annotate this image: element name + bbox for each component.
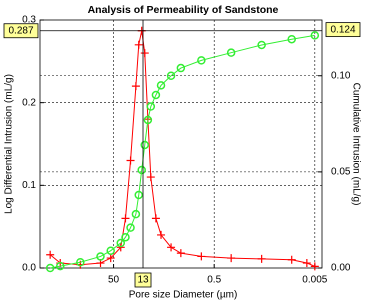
cursor-box [134, 272, 152, 288]
y-tick-label: 0.3 [22, 15, 36, 26]
marker [121, 214, 130, 223]
y-tick-label: 0.2 [22, 97, 36, 108]
marker [96, 252, 105, 261]
marker [126, 223, 135, 232]
marker [106, 254, 115, 263]
y2-tick-label: 0.00 [331, 263, 351, 274]
marker [287, 255, 296, 264]
cursor-box [3, 23, 39, 39]
x-axis-label: Pore size Diameter (µm) [129, 290, 238, 301]
cursor-y-label: 0.287 [8, 25, 33, 36]
marker [134, 190, 143, 200]
marker [131, 82, 140, 91]
marker [140, 140, 150, 150]
marker [197, 252, 206, 261]
x-tick-label: 0.5 [207, 275, 221, 286]
cursor-x-label: 13 [137, 275, 149, 286]
marker [151, 214, 160, 223]
y-tick-label: 0.0 [22, 263, 36, 274]
y2-tick-label: 0.10 [331, 70, 351, 81]
marker [143, 115, 153, 125]
marker [137, 165, 146, 175]
marker [157, 230, 166, 239]
marker [176, 63, 186, 73]
marker [116, 243, 125, 252]
marker [45, 263, 55, 273]
marker [76, 257, 85, 267]
marker [226, 48, 236, 57]
marker [134, 40, 143, 49]
marker [302, 259, 311, 268]
marker [140, 49, 149, 58]
marker [151, 90, 161, 100]
y-tick-label: 0.1 [22, 180, 36, 191]
marker [176, 249, 185, 258]
marker [156, 81, 166, 90]
marker [106, 246, 115, 255]
marker [146, 102, 156, 111]
marker [126, 156, 135, 165]
marker [55, 261, 65, 271]
marker [121, 232, 130, 242]
marker [116, 238, 126, 248]
marker [197, 56, 206, 65]
marker [310, 31, 320, 40]
chart-title: Analysis of Permeability of Sandstone [88, 4, 279, 16]
marker [227, 254, 236, 263]
y2-tick-label: 0.05 [331, 167, 351, 178]
marker [257, 254, 266, 263]
marker [166, 71, 176, 81]
cursor-y2-label: 0.124 [330, 24, 355, 35]
marker [131, 209, 141, 219]
y2-axis-label: Cumulative Intrusion (mL/g) [350, 83, 361, 206]
marker [46, 250, 55, 259]
x-tick-label: 0.005 [302, 275, 327, 286]
y-axis-label: Log Differential Intrusion (mL/g) [4, 74, 15, 214]
plot-frame [39, 19, 323, 269]
marker [146, 173, 155, 182]
marker [310, 262, 319, 271]
marker [257, 40, 266, 50]
cursor-box [325, 22, 361, 38]
marker [167, 243, 176, 252]
marker [287, 34, 296, 44]
x-tick-label: 50 [108, 275, 120, 286]
series-line [49, 30, 316, 267]
